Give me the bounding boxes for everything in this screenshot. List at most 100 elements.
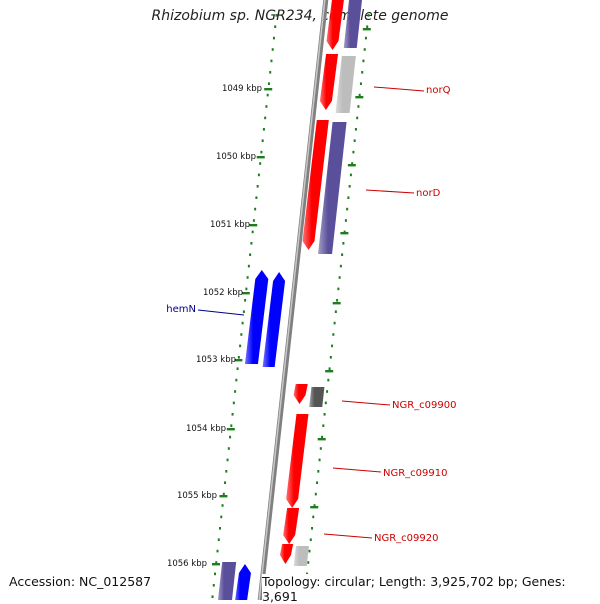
major-tick-right bbox=[317, 438, 326, 441]
gene-label-nord[interactable]: norD bbox=[416, 188, 441, 199]
gene-red-ngr-c09920[interactable] bbox=[283, 508, 300, 544]
tick-dots bbox=[211, 14, 371, 598]
gene-dark-ngr-c09900[interactable] bbox=[309, 387, 325, 407]
tick-dot-left bbox=[252, 219, 255, 222]
tick-dot-right bbox=[317, 470, 320, 473]
backbone-line bbox=[257, 0, 329, 600]
major-tick-left bbox=[226, 428, 235, 431]
tick-dot-right bbox=[313, 504, 316, 507]
tick-dot-left bbox=[211, 595, 214, 598]
tick-dot-right bbox=[364, 36, 367, 40]
tick-dot-left bbox=[224, 481, 227, 484]
tick-dot-left bbox=[275, 14, 278, 17]
major-tick-left bbox=[249, 224, 258, 227]
tick-dot-right bbox=[356, 116, 359, 120]
tick-dot-right bbox=[306, 572, 309, 576]
tick-dot-right bbox=[363, 48, 366, 51]
tick-dot-right bbox=[326, 390, 329, 393]
gene-top-red[interactable] bbox=[326, 0, 345, 50]
tick-dot-right bbox=[308, 549, 311, 553]
tick-label-1049: 1049 kbp bbox=[222, 84, 262, 94]
tick-dot-left bbox=[265, 105, 268, 108]
tick-dot-right bbox=[352, 150, 355, 154]
gene-blue-hemn-2[interactable] bbox=[262, 272, 286, 367]
leader-line-ngr-c09910 bbox=[332, 467, 382, 473]
tick-dot-right bbox=[328, 367, 331, 370]
tick-dot-right bbox=[329, 356, 332, 359]
tick-dot-left bbox=[259, 162, 262, 165]
tick-dot-right bbox=[357, 105, 360, 108]
tick-dot-left bbox=[212, 584, 215, 587]
tick-dot-right bbox=[316, 481, 319, 484]
gene-red-norq-adjacent[interactable] bbox=[319, 54, 339, 110]
tick-dot-right bbox=[349, 173, 352, 177]
tick-dot-left bbox=[272, 36, 275, 40]
tick-dot-right bbox=[323, 413, 326, 416]
tick-dot-right bbox=[342, 242, 345, 245]
gene-purple-nord[interactable] bbox=[318, 122, 347, 254]
major-tick-left bbox=[256, 156, 265, 159]
tick-dot-right bbox=[346, 207, 349, 211]
tick-dot-right bbox=[309, 538, 312, 541]
tick-dot-right bbox=[361, 71, 364, 74]
gene-blue-hemn-1[interactable] bbox=[244, 270, 269, 364]
gene-red-small[interactable] bbox=[279, 544, 294, 564]
tick-dot-left bbox=[235, 378, 238, 382]
tick-dot-right bbox=[367, 14, 370, 17]
tick-dot-left bbox=[251, 230, 254, 234]
tick-dot-left bbox=[245, 287, 248, 291]
tick-dot-left bbox=[216, 549, 219, 553]
tick-dot-right bbox=[336, 299, 339, 302]
tick-dot-left bbox=[237, 356, 240, 359]
major-tick-right bbox=[347, 164, 356, 167]
tick-dot-right bbox=[354, 128, 357, 131]
scale-ticks: 1049 kbp 1050 kbp 1051 kbp 1052 kbp 1053… bbox=[167, 84, 262, 569]
gene-label-ngr-c09920[interactable]: NGR_c09920 bbox=[374, 533, 439, 544]
tick-dot-right bbox=[322, 424, 325, 427]
tick-dot-right bbox=[359, 82, 362, 85]
tick-dot-left bbox=[234, 390, 237, 393]
tick-dot-left bbox=[227, 447, 230, 450]
leader-line-ngr-c09920 bbox=[323, 533, 373, 539]
gene-label-norq[interactable]: norQ bbox=[426, 85, 451, 96]
gene-label-hemn[interactable]: hemN bbox=[166, 304, 196, 315]
major-tick-left bbox=[211, 563, 220, 566]
tick-dot-left bbox=[215, 561, 218, 564]
tick-dot-left bbox=[236, 367, 239, 370]
leader-line-norq bbox=[373, 86, 425, 92]
gene-grey-small[interactable] bbox=[293, 546, 309, 566]
tick-dot-right bbox=[327, 378, 330, 382]
gene-bottom-purple[interactable] bbox=[217, 562, 237, 600]
tick-dot-right bbox=[319, 447, 322, 450]
tick-dot-left bbox=[254, 207, 257, 211]
gene-red-ngr-c09910[interactable] bbox=[286, 414, 309, 508]
tick-dot-right bbox=[341, 253, 344, 256]
gene-features[interactable] bbox=[217, 0, 363, 600]
gene-label-ngr-c09900[interactable]: NGR_c09900 bbox=[392, 400, 457, 411]
tick-dot-right bbox=[358, 93, 361, 97]
tick-dot-right bbox=[334, 310, 337, 313]
major-tick-left bbox=[219, 495, 228, 498]
tick-dot-left bbox=[231, 413, 234, 416]
major-tick-right bbox=[362, 28, 371, 31]
tick-dot-left bbox=[266, 93, 269, 97]
tick-dot-right bbox=[314, 492, 317, 496]
tick-dot-left bbox=[247, 264, 250, 268]
tick-dot-right bbox=[362, 59, 365, 63]
tick-dot-left bbox=[271, 48, 274, 51]
gene-grey-norq[interactable] bbox=[335, 56, 356, 113]
tick-dot-right bbox=[324, 401, 327, 405]
gene-bottom-blue[interactable] bbox=[235, 564, 251, 600]
tick-dot-right bbox=[311, 527, 314, 530]
topology-text: Topology: circular; Length: 3,925,702 bp… bbox=[262, 574, 600, 604]
map-title: Rhizobium sp. NGR234, complete genome bbox=[151, 8, 449, 24]
gene-red-ngr-c09900[interactable] bbox=[293, 384, 308, 404]
accession-text: Accession: NC_012587 bbox=[9, 574, 152, 589]
tick-dot-right bbox=[312, 515, 315, 519]
gene-top-purple[interactable] bbox=[343, 0, 363, 48]
major-tick-left bbox=[264, 88, 273, 91]
tick-dot-left bbox=[232, 401, 235, 405]
gene-red-nord-adjacent[interactable] bbox=[302, 120, 329, 250]
gene-label-ngr-c09910[interactable]: NGR_c09910 bbox=[383, 468, 448, 479]
